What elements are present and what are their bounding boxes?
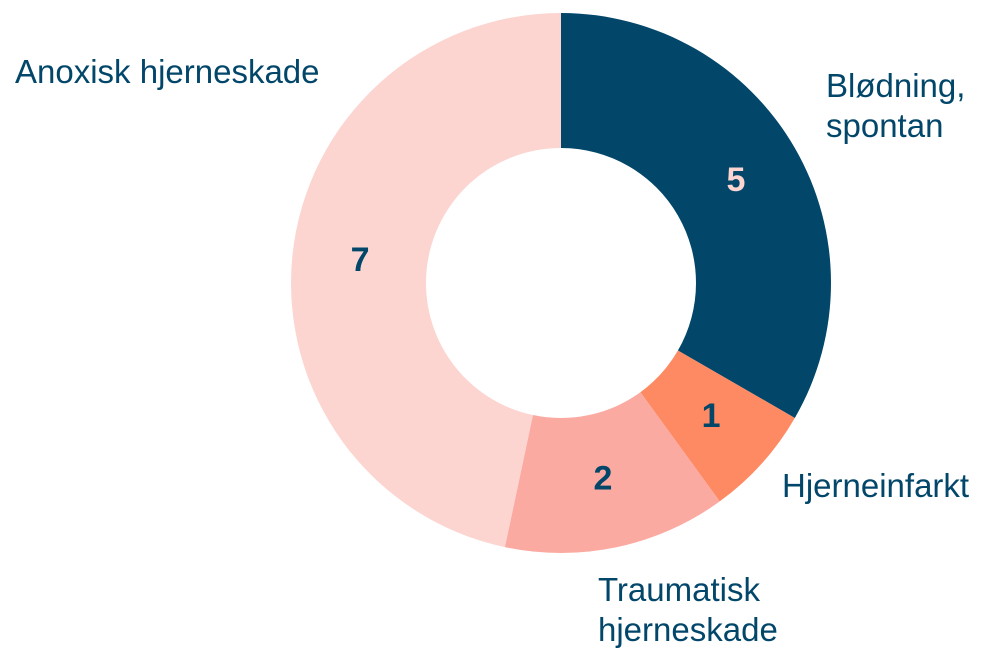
donut-slice [640, 350, 795, 502]
value-label: 2 [594, 460, 613, 498]
donut-slice [504, 392, 720, 553]
value-label: 7 [351, 241, 370, 279]
category-label: Blødning, spontan [826, 67, 966, 144]
donut-slice [561, 13, 831, 418]
value-label: 1 [702, 397, 721, 435]
category-label: Anoxisk hjerneskade [15, 53, 320, 90]
category-label: Traumatisk hjerneskade [598, 571, 778, 648]
category-label: Hjerneinfarkt [782, 467, 970, 504]
donut-slice [291, 13, 561, 548]
value-label: 5 [726, 161, 745, 199]
